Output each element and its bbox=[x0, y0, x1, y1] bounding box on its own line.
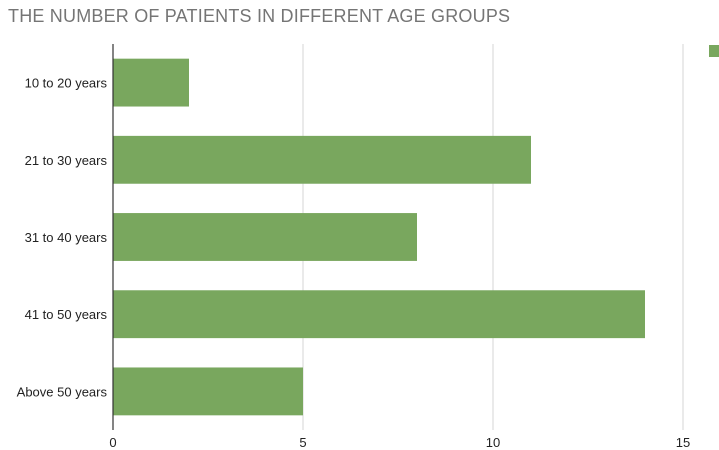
chart-title: THE NUMBER OF PATIENTS IN DIFFERENT AGE … bbox=[8, 6, 511, 26]
legend bbox=[709, 45, 719, 57]
category-label: Above 50 years bbox=[17, 384, 108, 399]
x-tick-label: 0 bbox=[109, 435, 116, 450]
x-tick-label: 10 bbox=[486, 435, 500, 450]
category-label: 21 to 30 years bbox=[25, 153, 108, 168]
category-label: 41 to 50 years bbox=[25, 307, 108, 322]
bar bbox=[113, 290, 645, 339]
category-label: 10 to 20 years bbox=[25, 76, 108, 91]
legend-swatch bbox=[709, 45, 719, 57]
bar bbox=[113, 367, 303, 416]
x-tick-label: 15 bbox=[676, 435, 690, 450]
category-label: 31 to 40 years bbox=[25, 230, 108, 245]
bar bbox=[113, 213, 417, 261]
bar bbox=[113, 58, 189, 107]
labels: 0 5 10 15 10 to 20 years 21 to 30 years 31 to … bbox=[17, 76, 691, 450]
bars bbox=[113, 58, 645, 416]
bar bbox=[113, 135, 531, 184]
x-tick-label: 5 bbox=[299, 435, 306, 450]
